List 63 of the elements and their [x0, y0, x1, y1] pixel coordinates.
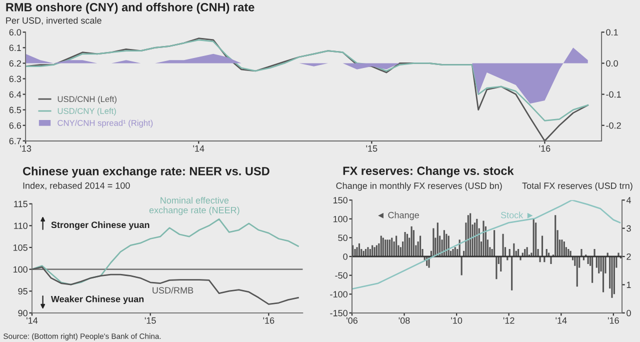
y2-tick-label: 4 [626, 197, 632, 204]
series-label: Nominal effective exchange rate (NEER) [149, 196, 240, 216]
y-tick-label: 6.7 [9, 138, 21, 144]
x-tick-label: '14 [26, 317, 38, 324]
chart-title: FX reserves: Change vs. stock [343, 166, 514, 178]
series-label: USD/RMB [152, 286, 194, 294]
y-tick-label: 6.0 [9, 29, 22, 36]
x-tick-label: '08 [398, 317, 410, 324]
y-tick-label: 100 [13, 266, 28, 273]
y-tick-label: 110 [14, 222, 28, 230]
y2-tick-label: 2 [626, 253, 631, 260]
line-series [26, 39, 589, 122]
chart-title: RMB onshore (CNY) and offshore (CNH) rate [6, 2, 254, 14]
y-tick-label: 6.5 [9, 106, 22, 114]
y-tick-label: -100 [330, 291, 348, 298]
y-tick-label: 6.2 [9, 60, 21, 67]
y2-tick-label: 0.1 [606, 29, 618, 36]
y-tick-label: 100 [333, 216, 348, 222]
series-label: ◄ Change [378, 212, 419, 220]
legend-label: USD/CNH (Left) [58, 96, 116, 104]
legend-label: CNY/CNH spread¹ (Right) [58, 120, 153, 128]
chart-title: Chinese yuan exchange rate: NEER vs. USD [23, 166, 270, 178]
x-tick-label: '15 [366, 145, 378, 152]
y-tick-label: 115 [14, 200, 28, 208]
y-tick-label: 6.4 [9, 91, 22, 98]
y2-tick-label: 0 [626, 310, 631, 316]
y-tick-label: 90 [18, 310, 28, 316]
x-tick-label: '14 [193, 145, 204, 152]
annotation: Weaker Chinese yuan [50, 296, 144, 304]
y2-tick-label: 1 [626, 282, 631, 288]
y-tick-label: -50 [335, 272, 348, 279]
y-axis-title: Change in monthly FX reserves (USD bn) [336, 182, 502, 191]
y-tick-label: 150 [333, 197, 348, 204]
x-tick-label: '10 [451, 317, 462, 324]
y-tick-label: 105 [13, 244, 28, 251]
y2-axis-title: Total FX reserves (USD trn) [522, 182, 632, 191]
annotation: Stronger Chinese yuan [51, 221, 150, 230]
chart-subtitle: Per USD, inverted scale [6, 17, 102, 25]
chart-subtitle: Index, rebased 2014 = 100 [23, 182, 130, 190]
y2-tick-label: 3 [626, 225, 631, 232]
line-series [32, 218, 299, 286]
x-tick-label: '06 [346, 317, 358, 324]
line-series [32, 266, 299, 305]
x-tick-label: '16 [608, 317, 619, 324]
y2-tick-label: 0.0 [606, 60, 618, 67]
legend-label: USD/CNY (Left) [58, 108, 116, 116]
x-tick-label: '16 [539, 145, 550, 152]
y-tick-label: 6.6 [9, 122, 22, 129]
y-tick-label: 0 [343, 253, 348, 260]
y-tick-label: 6.1 [9, 44, 21, 52]
series-label: Stock ► [500, 212, 533, 218]
y-tick-label: 6.3 [9, 76, 22, 82]
y-tick-label: 95 [18, 288, 28, 294]
x-tick-label: '16 [263, 317, 274, 324]
line-series [352, 200, 621, 290]
x-tick-label: '14 [556, 317, 567, 324]
x-tick-label: '12 [503, 317, 514, 324]
x-tick-label: '15 [144, 317, 156, 324]
y2-tick-label: -0.2 [606, 122, 621, 129]
y-tick-label: -150 [330, 310, 348, 316]
y2-tick-label: -0.1 [606, 91, 621, 98]
y-tick-label: 50 [338, 234, 348, 242]
x-tick-label: '13 [20, 145, 32, 152]
